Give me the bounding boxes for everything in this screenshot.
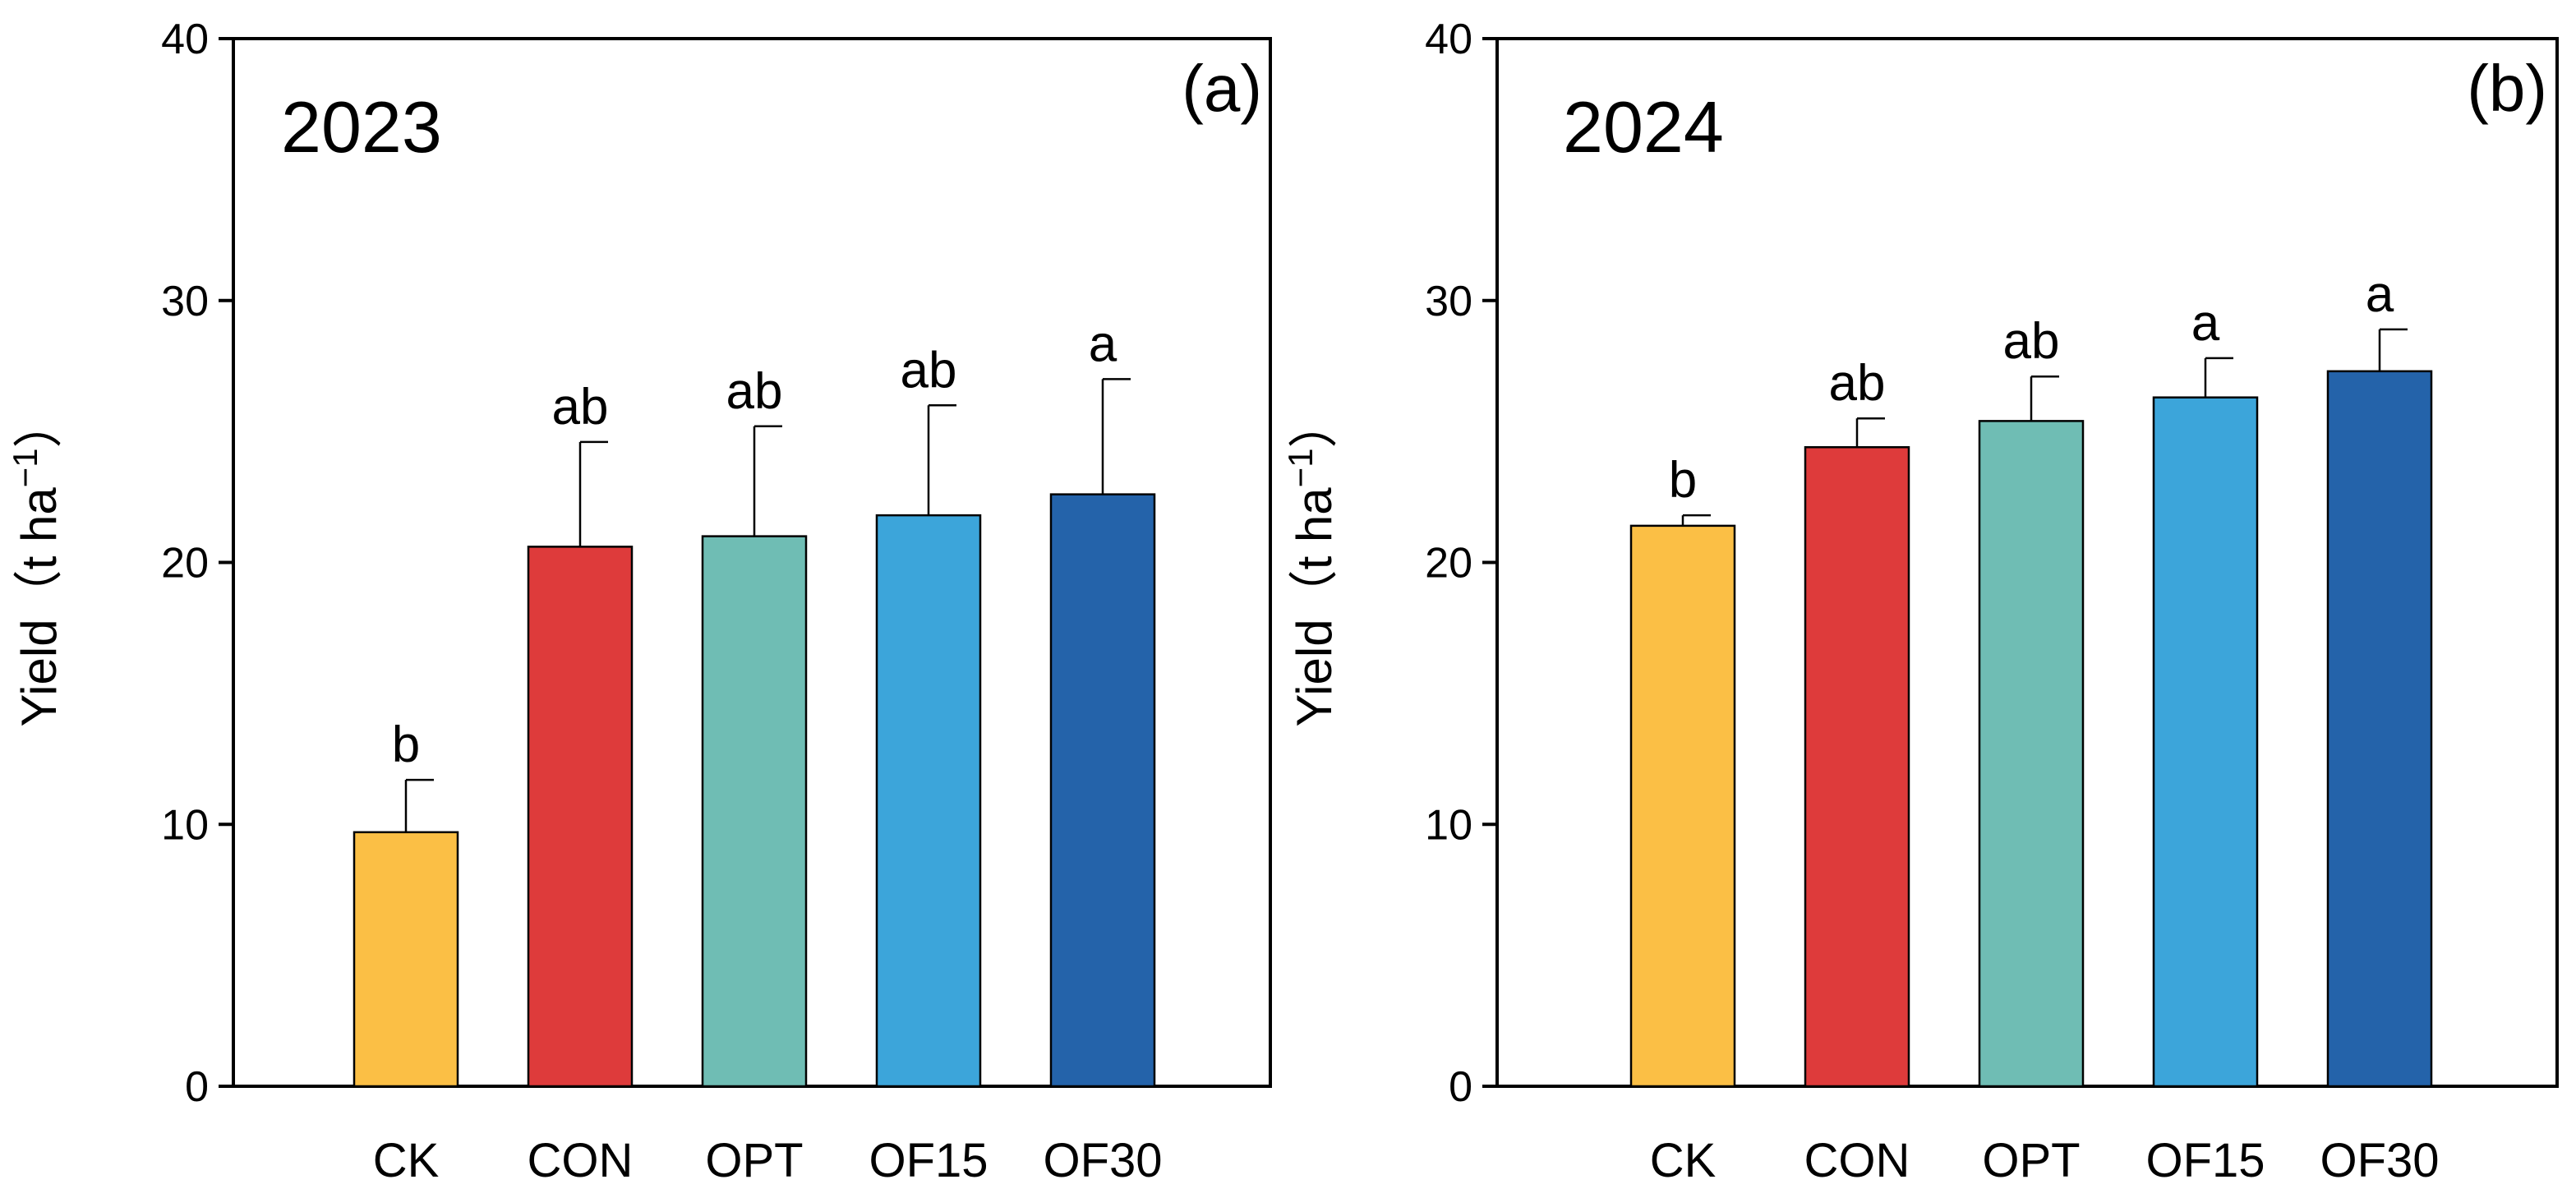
panel-a-significance-label: ab (552, 379, 609, 435)
panel-b-y-tick-label: 20 (1425, 540, 1472, 587)
panel-b-bar-of30 (2326, 370, 2433, 1088)
panel-b-bar-con (1804, 446, 1910, 1088)
panel-a-x-tick-label: CON (528, 1134, 634, 1187)
panel-a-y-tick-label: 30 (161, 278, 209, 325)
panel-a-x-tick-label: OF30 (1043, 1134, 1162, 1187)
panel-a-year-label: 2023 (281, 86, 442, 168)
panel-b-bar-of15 (2152, 396, 2259, 1088)
panel-b-y-tick-label: 30 (1425, 278, 1472, 325)
panel-b-x-tick-label: OF15 (2145, 1134, 2265, 1187)
panel-a-bar-con (527, 546, 634, 1088)
panel-a-significance-label: b (392, 716, 420, 773)
panel-a-significance-label: a (1089, 316, 1117, 372)
panel-b-x-tick-label: CK (1650, 1134, 1717, 1187)
panel-b-y-axis-label-close: ） (1287, 399, 1342, 448)
panel-a-significance-label: ab (901, 342, 957, 399)
panel-a-y-tick-label: 20 (161, 540, 209, 587)
panel-a-x-tick-label: OF15 (869, 1134, 988, 1187)
panel-b-y-tick-label: 40 (1425, 16, 1472, 63)
panel-b-panel-label: (b) (2467, 52, 2547, 125)
panel-a-y-tick-label: 10 (161, 801, 209, 849)
panel-a-x-tick-label: OPT (705, 1134, 803, 1187)
panel-b-x-tick-label: CON (1804, 1134, 1910, 1187)
panel-a-x-tick-label: CK (373, 1134, 440, 1187)
panel-a-significance-label: ab (726, 363, 783, 420)
panel-b-bar-opt (1978, 420, 2085, 1088)
panel-b-chart: 0 10 20 30 40 Yield（t ha−1） b CK ab CON ab OPT a OF15… (1281, 16, 2559, 1187)
panel-b-y-tick-label: 0 (1449, 1063, 1472, 1111)
panel-a-chart: 0 10 20 30 40 Yield（t ha−1） b CK ab CON ab OPT ab OF1… (6, 16, 1272, 1187)
panel-a-y-axis-label: Yield（t ha−1） (6, 399, 67, 726)
panel-a-y-tick-label: 40 (161, 16, 209, 63)
panel-a-bar-ck (353, 831, 459, 1088)
panel-b-x-tick-label: OF30 (2320, 1134, 2439, 1187)
panel-b-y-axis-label-superscript: −1 (1281, 448, 1320, 487)
panel-b-y-axis-label: Yield（t ha−1） (1281, 399, 1343, 726)
panel-a-panel-label: (a) (1182, 52, 1262, 125)
panel-b-significance-label: a (2366, 266, 2394, 323)
panel-b-significance-label: b (1669, 452, 1697, 509)
panel-a-bar-of15 (875, 514, 982, 1088)
panel-b-x-tick-label: OPT (1982, 1134, 2080, 1187)
panel-b-bar-ck (1629, 524, 1736, 1088)
panel-a-bar-opt (701, 535, 808, 1088)
panel-b-significance-label: ab (2003, 313, 2060, 370)
panel-b-year-label: 2024 (1563, 86, 1724, 168)
panel-a-y-axis-label-close: ） (12, 399, 67, 448)
panel-a-y-axis-label-superscript: −1 (6, 448, 44, 487)
panel-a-y-tick-label: 0 (185, 1063, 209, 1111)
panel-b-y-tick-label: 10 (1425, 801, 1472, 849)
panel-b-significance-label: a (2191, 295, 2220, 352)
panel-b-significance-label: ab (1829, 355, 1886, 412)
panel-a-bar-of30 (1049, 493, 1156, 1088)
